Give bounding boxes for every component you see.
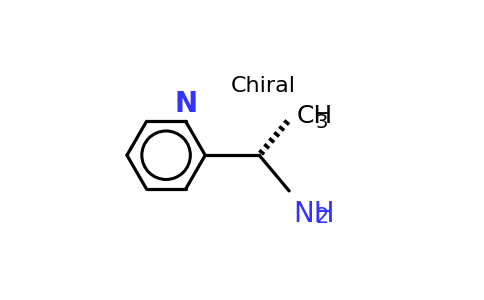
Text: CH: CH (297, 104, 333, 128)
Text: N: N (175, 90, 198, 118)
Text: Chiral: Chiral (230, 76, 295, 96)
Text: NH: NH (294, 200, 335, 228)
Text: 3: 3 (316, 113, 328, 132)
Text: 2: 2 (316, 207, 329, 227)
